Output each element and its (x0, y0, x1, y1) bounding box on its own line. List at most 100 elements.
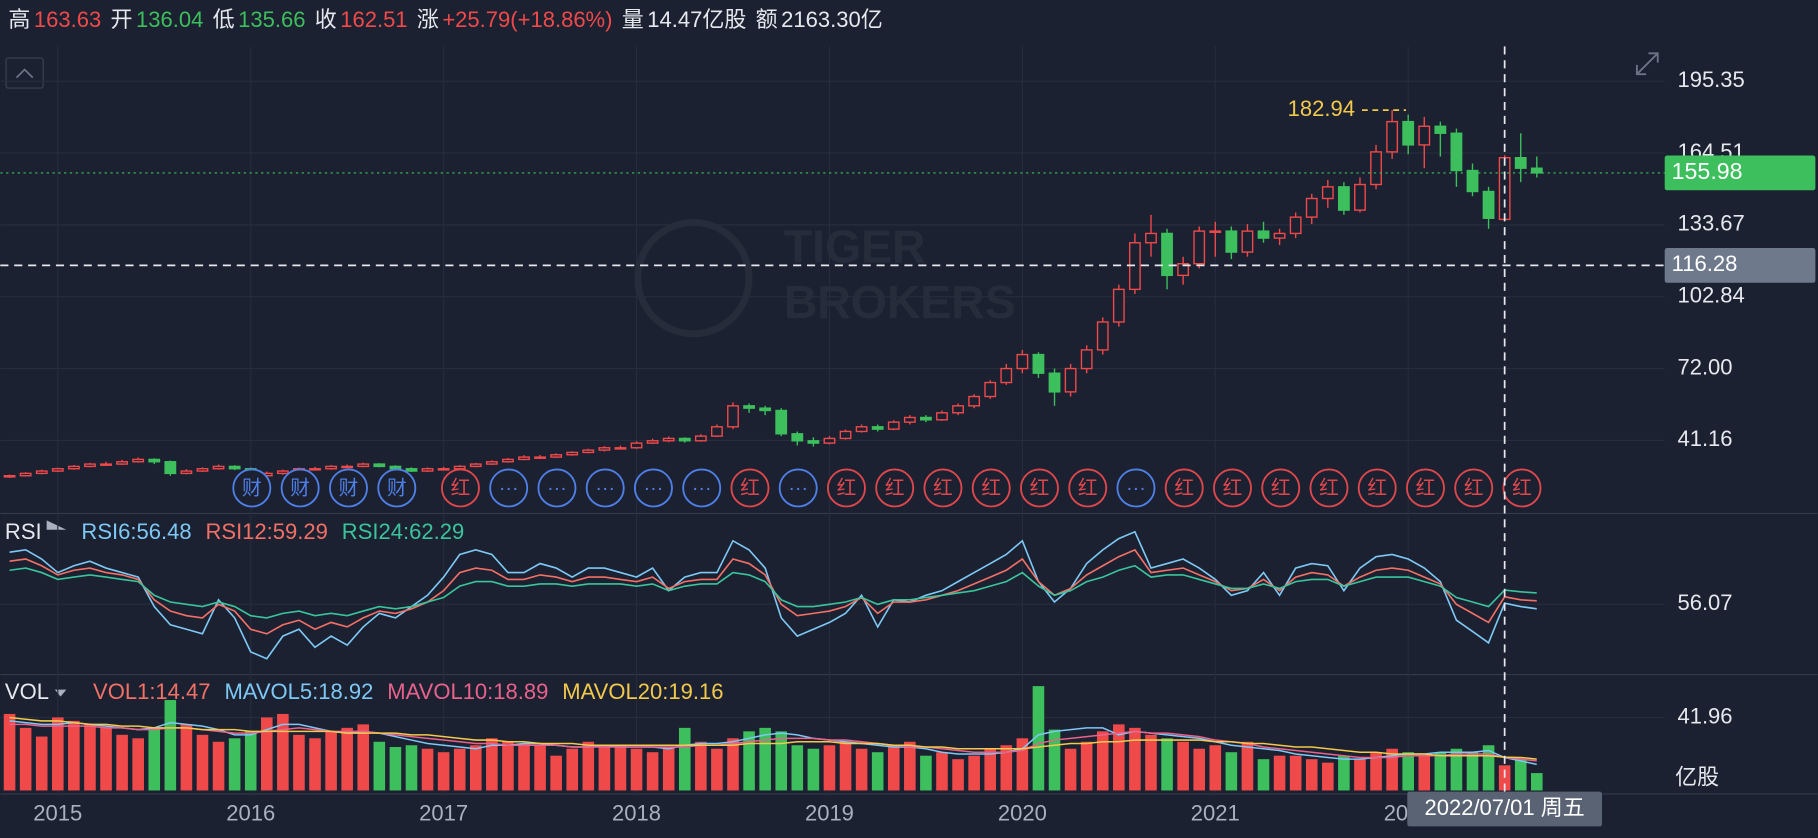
candle-body (582, 449, 595, 454)
event-badge[interactable]: 红 (1309, 468, 1349, 508)
candle-body (1177, 263, 1190, 277)
event-badge[interactable]: 红 (1454, 468, 1494, 508)
collapse-box[interactable] (5, 57, 44, 89)
event-badge-circle (1164, 468, 1204, 508)
volume-bar (695, 741, 707, 791)
candle-body (309, 468, 321, 471)
candle-body (743, 405, 755, 409)
candle-body (807, 440, 820, 444)
y-tick-label: 72.00 (1677, 354, 1732, 379)
event-badge-text: ··· (692, 477, 712, 499)
event-badge[interactable]: 红 (1164, 468, 1204, 508)
event-badge-text: 财 (387, 477, 407, 499)
event-badge[interactable]: 红 (730, 468, 770, 508)
candle-body (1112, 288, 1125, 323)
candle-body (952, 405, 964, 414)
event-badge[interactable]: ··· (537, 468, 577, 508)
event-badge-circle (1406, 468, 1445, 508)
candle-body (100, 463, 112, 466)
candle-body (791, 433, 804, 442)
event-badge-circle (682, 468, 722, 508)
event-badge[interactable]: 财 (329, 468, 368, 508)
event-badge-circle (730, 468, 770, 508)
volume-bar (936, 752, 948, 791)
candle-body (389, 465, 402, 470)
volume-bar (260, 717, 273, 791)
candle-body (1273, 232, 1286, 239)
event-badge[interactable]: 红 (971, 468, 1011, 508)
event-badge-text: 红 (1223, 477, 1243, 499)
event-badge[interactable]: 红 (826, 468, 866, 508)
event-badge-text: 红 (1416, 477, 1436, 499)
volume-bar (1354, 759, 1366, 791)
event-badge[interactable]: 红 (1068, 468, 1108, 508)
event-badge[interactable]: ··· (1116, 468, 1156, 508)
expand-button[interactable] (1635, 52, 1659, 76)
candle-body (1321, 186, 1334, 200)
event-badge[interactable]: 财 (377, 468, 417, 508)
event-badge[interactable]: 红 (1502, 468, 1542, 508)
candle-body (341, 465, 354, 469)
legend-entry: MAVOL10:18.89 (387, 679, 548, 704)
event-badge[interactable]: ··· (585, 468, 625, 508)
volume-bar (1000, 745, 1013, 791)
event-badge[interactable]: 红 (440, 468, 480, 508)
volume-bar (486, 738, 498, 791)
event-badge[interactable]: 红 (1406, 468, 1445, 508)
candle-body (357, 463, 370, 468)
event-badge-circle (329, 468, 368, 508)
event-badge-text: 红 (1367, 477, 1387, 499)
candle-body (855, 426, 868, 433)
event-badge[interactable]: 财 (280, 468, 320, 508)
candle-body (405, 468, 418, 472)
volume-bar (293, 734, 305, 791)
candle-body (1225, 230, 1238, 253)
event-badge-circle (280, 468, 320, 508)
event-badge[interactable]: ··· (489, 468, 529, 508)
candle-body (469, 463, 482, 468)
event-badge-circle (1454, 468, 1494, 508)
candle-body (1514, 157, 1527, 169)
candle-body (180, 470, 193, 475)
event-badge-circle (1357, 468, 1397, 508)
volume-bar (164, 700, 177, 791)
volume-bar (662, 746, 675, 791)
event-badge[interactable]: 红 (1357, 468, 1397, 508)
event-badge[interactable]: ··· (633, 468, 673, 508)
candle-body (598, 447, 611, 451)
event-badge[interactable]: ··· (682, 468, 722, 508)
event-badge[interactable]: 红 (1261, 468, 1301, 508)
event-badge[interactable]: 红 (1019, 468, 1059, 508)
candle-body (518, 456, 530, 461)
collapse-icon[interactable] (15, 68, 34, 79)
event-badge[interactable]: 红 (875, 468, 915, 508)
candle-body (35, 470, 48, 475)
event-badge[interactable]: 红 (1212, 468, 1252, 508)
watermark-logo (634, 219, 753, 338)
event-badge[interactable]: 红 (923, 468, 963, 508)
volume-bar (100, 727, 112, 791)
volume-bar (534, 745, 546, 791)
expand-icon[interactable] (1635, 52, 1659, 76)
legend-entry: MAVOL5:18.92 (224, 679, 373, 704)
event-badge[interactable]: ··· (778, 468, 818, 508)
volume-bar (1032, 686, 1045, 791)
collapse-button[interactable] (5, 57, 44, 89)
candle-body (325, 465, 338, 470)
candle-body (646, 440, 659, 444)
candle-body (550, 454, 563, 458)
volume-bar (405, 745, 418, 791)
volume-bar (1418, 755, 1431, 791)
candle-body (534, 456, 546, 459)
candle-body (228, 465, 241, 470)
volume-bar (823, 745, 836, 791)
header-label: 量 (622, 7, 644, 32)
event-badge[interactable]: 财 (232, 468, 272, 508)
candle-body (1048, 372, 1061, 393)
rsi-menu-caret[interactable] (46, 520, 67, 530)
candle-body (694, 435, 707, 442)
header-value: 163.63 (34, 7, 101, 32)
candle-body (1289, 216, 1302, 235)
event-badge-text: 红 (885, 477, 905, 499)
